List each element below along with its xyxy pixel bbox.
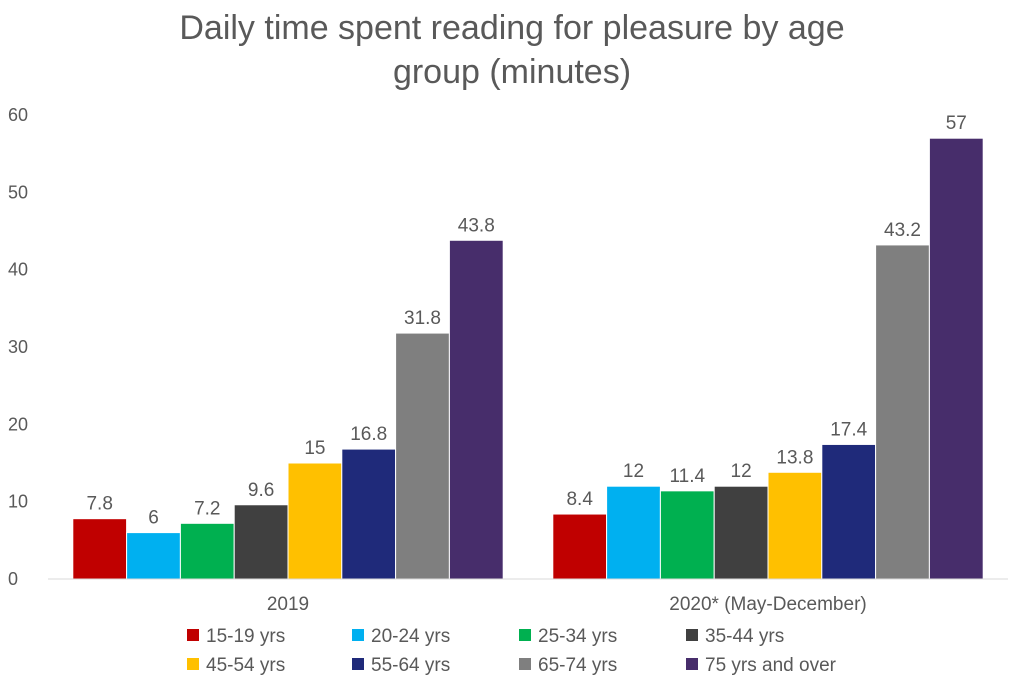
legend-swatch-25-34-yrs <box>519 629 531 641</box>
data-label-35-44-yrs-2019: 9.6 <box>248 480 274 501</box>
legend-label-25-34-yrs: 25-34 yrs <box>538 626 617 647</box>
data-label-15-19-yrs-2020-may-december: 8.4 <box>566 489 593 510</box>
y-tick-label-0: 0 <box>8 569 18 589</box>
bar-45-54-yrs-2019 <box>287 462 343 580</box>
data-label-15-19-yrs-2019: 7.8 <box>86 494 112 515</box>
y-tick-label-50: 50 <box>8 182 28 202</box>
bars <box>72 137 984 580</box>
bar-55-64-yrs-2020-may-december <box>821 443 877 580</box>
data-label-75-yrs-and-over-2019: 43.8 <box>458 215 495 236</box>
chart-title-line-2: group (minutes) <box>392 53 632 91</box>
data-label-75-yrs-and-over-2020-may-december: 57 <box>946 113 967 134</box>
data-label-25-34-yrs-2020-may-december: 11.4 <box>670 466 706 487</box>
bar-75-yrs-and-over-2019 <box>448 239 504 580</box>
data-label-65-74-yrs-2019: 31.8 <box>404 308 441 329</box>
data-label-65-74-yrs-2020-may-december: 43.2 <box>884 220 921 241</box>
y-tick-label-60: 60 <box>8 105 28 125</box>
y-tick-label-40: 40 <box>8 260 28 280</box>
bar-25-34-yrs-2019 <box>179 522 235 580</box>
legend-item-35-44-yrs: 35-44 yrs <box>686 626 784 647</box>
x-category-label-2019: 2019 <box>267 594 309 615</box>
bar-45-54-yrs-2020-may-december <box>767 471 823 580</box>
legend-item-25-34-yrs: 25-34 yrs <box>519 626 617 647</box>
legend-item-15-19-yrs: 15-19 yrs <box>187 626 285 647</box>
y-tick-label-30: 30 <box>8 337 28 357</box>
legend-label-45-54-yrs: 45-54 yrs <box>206 655 285 676</box>
bar-65-74-yrs-2019 <box>395 332 450 580</box>
bar-75-yrs-and-over-2020-may-december <box>928 137 984 580</box>
y-tick-label-10: 10 <box>8 492 28 512</box>
data-label-45-54-yrs-2019: 15 <box>304 438 325 459</box>
data-label-55-64-yrs-2019: 16.8 <box>350 424 387 445</box>
legend-item-55-64-yrs: 55-64 yrs <box>352 655 450 676</box>
data-label-25-34-yrs-2019: 7.2 <box>194 498 220 519</box>
bar-20-24-yrs-2020-may-december <box>606 485 661 580</box>
bar-55-64-yrs-2019 <box>341 448 397 580</box>
chart-title-line-1: Daily time spent reading for pleasure by… <box>179 9 845 47</box>
legend-label-65-74-yrs: 65-74 yrs <box>538 655 617 676</box>
legend-swatch-65-74-yrs <box>519 658 531 670</box>
data-labels: 7.8 6 7.2 9.6 15 16.8 31.8 43.8 8.4 12 11.4 12 13.8 1… <box>86 113 966 528</box>
legend-item-65-74-yrs: 65-74 yrs <box>519 655 617 676</box>
x-category-label-2020-may-december: 2020* (May-December) <box>669 594 866 615</box>
legend-swatch-15-19-yrs <box>187 629 199 641</box>
legend-item-20-24-yrs: 20-24 yrs <box>352 626 450 647</box>
legend-item-45-54-yrs: 45-54 yrs <box>187 655 285 676</box>
legend-swatch-45-54-yrs <box>187 658 199 670</box>
legend-item-75-yrs-and-over: 75 yrs and over <box>686 655 837 676</box>
data-label-20-24-yrs-2019: 6 <box>148 508 159 529</box>
legend-label-35-44-yrs: 35-44 yrs <box>705 626 784 647</box>
data-label-35-44-yrs-2020-may-december: 12 <box>731 461 752 482</box>
legend-label-20-24-yrs: 20-24 yrs <box>371 626 450 647</box>
chart-title: Daily time spent reading for pleasure by… <box>0 6 1024 94</box>
legend-swatch-55-64-yrs <box>352 658 364 670</box>
legend-swatch-20-24-yrs <box>352 629 364 641</box>
data-label-55-64-yrs-2020-may-december: 17.4 <box>830 419 867 440</box>
bar-35-44-yrs-2020-may-december <box>713 485 769 580</box>
data-label-20-24-yrs-2020-may-december: 12 <box>623 461 644 482</box>
legend: 15-19 yrs 20-24 yrs 25-34 yrs 35-44 yrs 45-5… <box>187 626 837 676</box>
y-axis: 0 10 20 30 40 50 60 <box>8 105 28 589</box>
bar-15-19-yrs-2020-may-december <box>552 513 608 580</box>
bar-15-19-yrs-2019 <box>72 518 128 580</box>
legend-label-55-64-yrs: 55-64 yrs <box>371 655 450 676</box>
legend-swatch-75-yrs-and-over <box>686 658 698 670</box>
legend-label-75-yrs-and-over: 75 yrs and over <box>705 655 837 676</box>
y-tick-label-20: 20 <box>8 414 28 434</box>
x-axis: 2019 2020* (May-December) <box>48 578 1008 615</box>
legend-label-15-19-yrs: 15-19 yrs <box>206 626 285 647</box>
bar-25-34-yrs-2020-may-december <box>659 490 715 580</box>
legend-swatch-35-44-yrs <box>686 629 698 641</box>
bar-35-44-yrs-2019 <box>233 504 289 580</box>
bar-20-24-yrs-2019 <box>126 532 181 580</box>
bar-65-74-yrs-2020-may-december <box>875 244 930 580</box>
data-label-45-54-yrs-2020-may-december: 13.8 <box>776 447 813 468</box>
